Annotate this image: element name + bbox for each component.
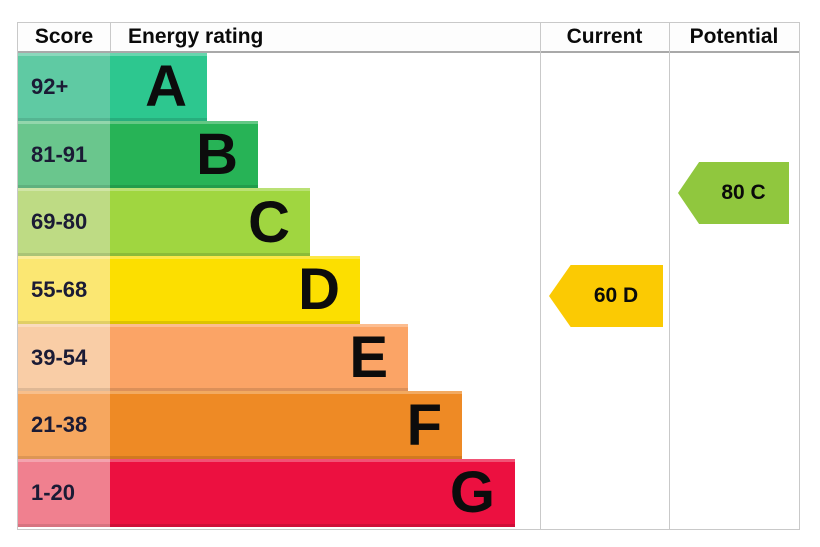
band-bar-f: F <box>110 391 462 460</box>
band-row-g: 1-20 G <box>18 459 799 527</box>
band-bar-e: E <box>110 323 408 392</box>
score-range-a: 92+ <box>18 53 110 121</box>
column-divider-potential <box>669 23 670 529</box>
band-row-b: 81-91 B <box>18 120 799 189</box>
epc-table: Score Energy rating Current Potential 92… <box>17 22 800 530</box>
score-range-b: 81-91 <box>18 120 110 189</box>
column-divider-current <box>540 23 541 529</box>
band-row-d: 55-68 D <box>18 256 799 324</box>
current-rating-arrow: 60 D <box>549 265 663 327</box>
band-row-a: 92+ A <box>18 53 799 121</box>
band-row-e: 39-54 E <box>18 323 799 392</box>
table-header: Score Energy rating Current Potential <box>18 23 799 53</box>
band-row-c: 69-80 C <box>18 188 799 257</box>
header-potential: Potential <box>689 25 779 48</box>
band-bar-g: G <box>110 459 515 527</box>
header-score: Score <box>18 23 111 51</box>
band-bar-c: C <box>110 188 310 257</box>
band-bar-b: B <box>110 120 258 189</box>
potential-rating-arrow: 80 C <box>678 162 789 224</box>
score-range-c: 69-80 <box>18 188 110 257</box>
band-row-f: 21-38 F <box>18 391 799 460</box>
band-bar-d: D <box>110 256 360 324</box>
score-range-g: 1-20 <box>18 459 110 527</box>
header-energy-rating: Energy rating <box>128 25 264 48</box>
band-rows: 92+ A 81-91 B 69-80 C 55-68 D 39-54 E 21… <box>18 53 799 527</box>
band-bar-a: A <box>110 53 207 121</box>
score-range-d: 55-68 <box>18 256 110 324</box>
header-current: Current <box>566 25 643 48</box>
score-range-e: 39-54 <box>18 323 110 392</box>
score-range-f: 21-38 <box>18 391 110 460</box>
